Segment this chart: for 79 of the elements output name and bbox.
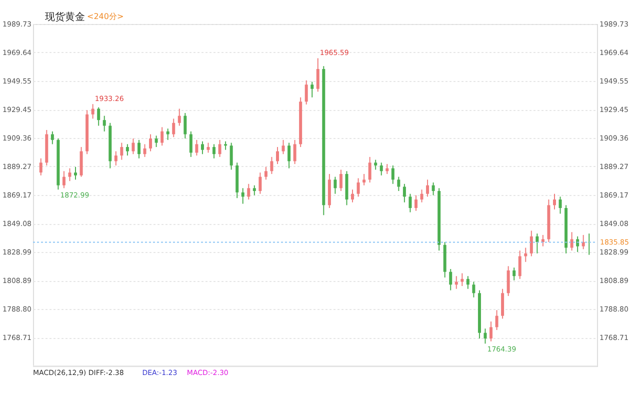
candlestick (282, 139, 285, 155)
candlestick (420, 189, 424, 203)
candlestick (114, 150, 118, 166)
candlestick (316, 58, 320, 92)
candlestick (501, 288, 504, 320)
candlestick (426, 179, 430, 198)
candlestick (189, 130, 192, 158)
candlestick (160, 126, 164, 146)
candlestick (588, 233, 591, 256)
candlestick (39, 158, 42, 176)
candlestick (200, 140, 204, 155)
candlestick (50, 130, 54, 145)
candlestick (495, 310, 498, 330)
candlestick (432, 182, 435, 196)
candlestick (339, 169, 342, 192)
candlestick (212, 144, 216, 159)
candlestick (334, 176, 337, 194)
candlestick (166, 128, 170, 140)
candlestick (293, 139, 296, 165)
candlestick (530, 230, 533, 257)
candlestick (132, 138, 135, 155)
candlestick (472, 281, 476, 298)
candlestick (270, 156, 274, 174)
candlestick (178, 108, 181, 126)
candlestick (362, 173, 366, 186)
candlestick (241, 188, 244, 204)
candlestick (449, 268, 452, 291)
candlestick (154, 135, 158, 148)
candlestick (143, 144, 146, 158)
candlestick (541, 234, 544, 247)
candlestick (570, 232, 574, 252)
candlestick (414, 194, 418, 212)
chart-subtitle: <240分> (87, 12, 124, 21)
candlestick (506, 266, 510, 296)
candlestick (466, 276, 470, 290)
candlestick (137, 139, 140, 159)
candlestick (91, 104, 94, 120)
candlestick (230, 142, 233, 170)
candlestick (310, 81, 314, 98)
candlestick (172, 118, 176, 138)
candlestick (102, 115, 106, 132)
candlestick (252, 184, 256, 196)
candlestick (206, 142, 210, 154)
chart-title: 现货黄金 (45, 11, 85, 23)
candlestick (120, 142, 124, 160)
candlestick (356, 178, 360, 198)
candlestick (484, 328, 487, 344)
candlestick (247, 183, 250, 200)
candlestick (397, 176, 400, 192)
candlestick (97, 106, 100, 126)
candlestick (149, 134, 152, 152)
candlestick (74, 166, 78, 180)
candlestick (552, 193, 556, 210)
candlestick (582, 234, 585, 250)
candlestick (184, 112, 187, 140)
candlestick (374, 159, 378, 170)
candlestick (408, 193, 412, 213)
candlestick (195, 139, 198, 156)
candlestick (490, 320, 493, 342)
candlestick (351, 189, 354, 203)
candlestick (304, 80, 308, 105)
candlestick (558, 196, 562, 214)
candlestick (218, 139, 222, 158)
candlestick (460, 272, 464, 287)
candlestick (368, 156, 372, 183)
candlestick (380, 162, 383, 176)
candlestick (512, 267, 516, 281)
candlestick (288, 142, 291, 169)
candlestick (276, 146, 279, 165)
candlestick (264, 166, 268, 180)
candlestick (536, 233, 539, 254)
candlestick (576, 236, 580, 252)
candlestick (518, 250, 522, 280)
candlestick (126, 144, 129, 156)
candlestick (391, 164, 394, 184)
candlestick (62, 170, 66, 189)
candlestick (258, 172, 262, 194)
candlestick (402, 183, 406, 203)
candlestick (68, 168, 72, 182)
